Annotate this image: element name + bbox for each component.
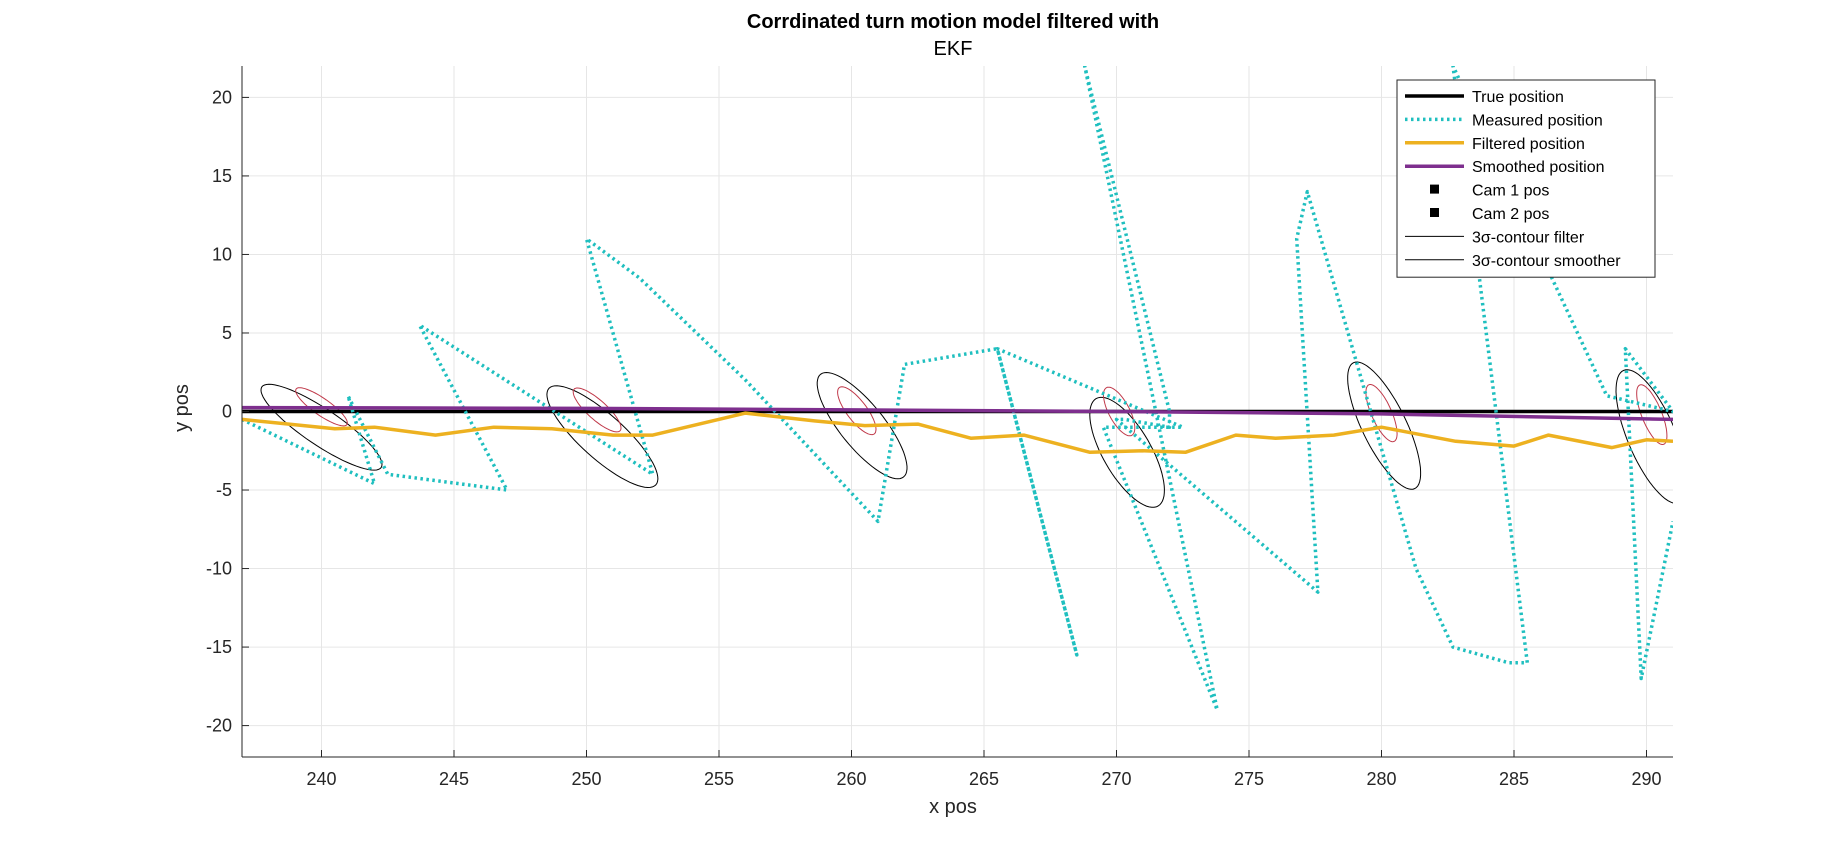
x-tick-label: 270 (1101, 769, 1131, 789)
legend-filtered-position-label: Filtered position (1472, 136, 1585, 153)
x-tick-label: 240 (306, 769, 336, 789)
legend-true-position-label: True position (1472, 89, 1564, 106)
x-tick-label: 265 (969, 769, 999, 789)
x-tick-label: 255 (704, 769, 734, 789)
x-tick-label: 285 (1499, 769, 1529, 789)
x-tick-label: 280 (1366, 769, 1396, 789)
legend-cam-2-pos-label: Cam 2 pos (1472, 206, 1549, 223)
legend-cam-1-pos-swatch (1430, 184, 1439, 194)
x-tick-label: 250 (571, 769, 601, 789)
y-tick-label: 20 (212, 87, 232, 107)
legend-box (1396, 79, 1656, 278)
contour-smoother-ellipse (572, 387, 622, 433)
y-tick-label: -5 (216, 480, 232, 500)
y-tick-label: 15 (212, 166, 232, 186)
contour-smoother-ellipse (1636, 384, 1668, 445)
chart-title: Corrdinated turn motion model filtered w… (747, 11, 1159, 33)
x-axis-label: x pos (929, 796, 977, 818)
legend: True position Measured position Filtered p… (1396, 79, 1656, 278)
contour-filter-ellipse (546, 385, 659, 489)
legend-measured-position-label: Measured position (1472, 112, 1603, 129)
legend-smoothed-position-label: Smoothed position (1472, 159, 1605, 176)
y-tick-label: 0 (222, 402, 232, 422)
x-tick-label: 275 (1234, 769, 1264, 789)
contour-smoother-ellipse (1365, 384, 1398, 443)
y-tick-label: -15 (206, 637, 232, 657)
contour-filter-ellipse (1615, 369, 1673, 504)
axes-layer: 240 245 250 255 260 265 270 275 280 285 290 -20 -15 -… (206, 66, 1673, 789)
y-tick-label: -10 (206, 559, 232, 579)
chart-subtitle: EKF (934, 38, 973, 60)
series-smoothed-position (242, 405, 1673, 422)
series-filtered-position (242, 411, 1673, 455)
legend-3-contour-filter-label: 3σ-contour filter (1472, 229, 1585, 246)
plot-area (242, 66, 1673, 712)
contour-smoother-ellipse (837, 386, 877, 436)
y-tick-label: 10 (212, 244, 232, 264)
x-tick-label: 260 (836, 769, 866, 789)
contour-filter-ellipse (1347, 361, 1422, 490)
contour-filter-ellipse (816, 371, 908, 480)
legend-cam-1-pos-label: Cam 1 pos (1472, 183, 1549, 200)
contour-smoother-ellipse (295, 387, 348, 427)
legend-3-contour-smoother-label: 3σ-contour smoother (1472, 253, 1621, 270)
x-tick-label: 245 (439, 769, 469, 789)
series-measured-position (242, 66, 1673, 712)
y-tick-label: -20 (206, 716, 232, 736)
x-tick-label: 290 (1631, 769, 1661, 789)
legend-cam-2-pos-swatch (1430, 208, 1439, 217)
y-tick-label: 5 (222, 323, 232, 343)
y-axis-label: y pos (171, 384, 193, 432)
contour-filter-ellipse (1089, 396, 1165, 508)
